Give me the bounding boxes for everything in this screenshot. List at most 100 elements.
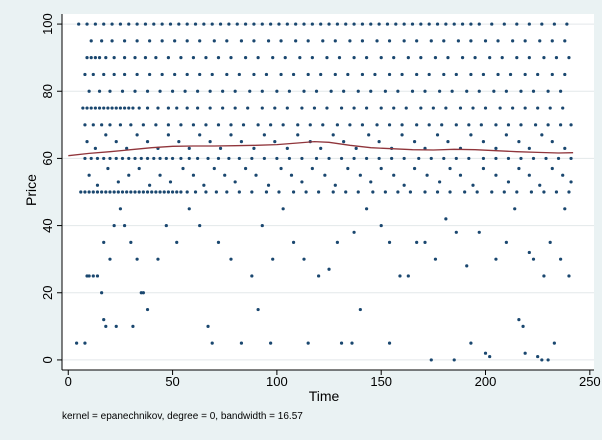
- data-point: [129, 190, 133, 194]
- data-point: [521, 324, 525, 328]
- data-point: [252, 22, 256, 26]
- data-point: [216, 240, 221, 244]
- data-point: [481, 166, 486, 171]
- data-point: [406, 56, 410, 60]
- data-point: [310, 22, 314, 26]
- data-point: [438, 180, 442, 184]
- data-point: [158, 156, 162, 161]
- data-point: [102, 72, 106, 77]
- data-point: [112, 190, 116, 194]
- data-point: [442, 156, 446, 161]
- data-point: [419, 106, 423, 110]
- data-point: [91, 123, 95, 127]
- data-point: [300, 180, 304, 184]
- data-point: [481, 72, 486, 77]
- data-point: [122, 106, 127, 110]
- data-point: [302, 257, 306, 261]
- data-point: [536, 106, 540, 110]
- data-point: [89, 156, 93, 161]
- data-point: [302, 89, 306, 93]
- data-point: [187, 156, 191, 161]
- data-point: [400, 133, 404, 137]
- y-tick-label: 100: [40, 13, 55, 35]
- data-point: [133, 56, 137, 60]
- data-point: [435, 133, 440, 137]
- data-point: [166, 190, 170, 194]
- data-point: [387, 123, 392, 127]
- data-point: [429, 156, 433, 161]
- data-point: [252, 146, 256, 150]
- data-point: [239, 39, 244, 43]
- data-point: [494, 146, 498, 150]
- data-point: [369, 22, 373, 26]
- data-point: [319, 22, 323, 26]
- data-point: [260, 89, 264, 93]
- data-point: [294, 22, 298, 26]
- data-point: [465, 89, 469, 93]
- data-point: [243, 166, 248, 171]
- data-point: [352, 56, 356, 60]
- ticks: 0 20 40 60 80 100 0 50 100 150 200 250: [40, 13, 601, 389]
- data-point: [567, 56, 571, 60]
- data-point: [154, 190, 158, 194]
- data-point: [114, 156, 118, 161]
- data-point: [158, 173, 162, 177]
- data-point: [435, 22, 440, 26]
- data-point: [364, 56, 369, 60]
- data-point: [569, 123, 573, 127]
- data-point: [196, 156, 200, 161]
- data-point: [185, 106, 189, 110]
- data-point: [175, 106, 179, 110]
- data-point: [158, 190, 162, 194]
- data-point: [185, 22, 189, 26]
- data-point: [415, 123, 419, 127]
- data-point: [569, 156, 573, 161]
- data-point: [87, 89, 91, 93]
- data-point: [435, 190, 440, 194]
- data-point: [339, 106, 344, 110]
- data-point: [143, 22, 148, 26]
- data-point: [352, 106, 356, 110]
- data-point: [394, 22, 398, 26]
- data-point: [289, 173, 294, 177]
- data-point: [89, 106, 93, 110]
- data-point: [269, 22, 273, 26]
- data-point: [221, 106, 225, 110]
- data-point: [110, 39, 114, 43]
- data-point: [483, 351, 488, 355]
- data-point: [281, 207, 285, 211]
- data-point: [127, 106, 131, 110]
- data-point: [358, 307, 362, 312]
- data-point: [227, 156, 231, 161]
- data-point: [264, 190, 269, 194]
- data-point: [85, 56, 89, 60]
- data-point: [337, 56, 342, 60]
- data-point: [385, 22, 390, 26]
- data-point: [467, 156, 471, 161]
- data-point: [500, 56, 504, 60]
- data-point: [354, 146, 358, 150]
- data-point: [308, 123, 312, 127]
- data-point: [233, 89, 237, 93]
- data-point: [508, 72, 513, 77]
- smooth-line-layer: [68, 140, 574, 157]
- data-point: [179, 190, 183, 194]
- data-point: [296, 133, 300, 137]
- data-point: [352, 22, 356, 26]
- x-tick-label: 50: [165, 374, 179, 389]
- data-point: [481, 156, 486, 161]
- data-point: [214, 190, 218, 194]
- data-point: [296, 123, 300, 127]
- data-point: [542, 190, 546, 194]
- data-point: [344, 190, 348, 194]
- data-point: [371, 190, 375, 194]
- data-point: [204, 190, 208, 194]
- data-point: [346, 166, 350, 171]
- data-point: [229, 257, 233, 261]
- chart-note: kernel = epanechnikov, degree = 0, bandw…: [62, 411, 303, 422]
- data-point: [352, 230, 356, 234]
- data-point: [427, 72, 431, 77]
- data-point: [125, 146, 129, 150]
- axes: [61, 14, 594, 371]
